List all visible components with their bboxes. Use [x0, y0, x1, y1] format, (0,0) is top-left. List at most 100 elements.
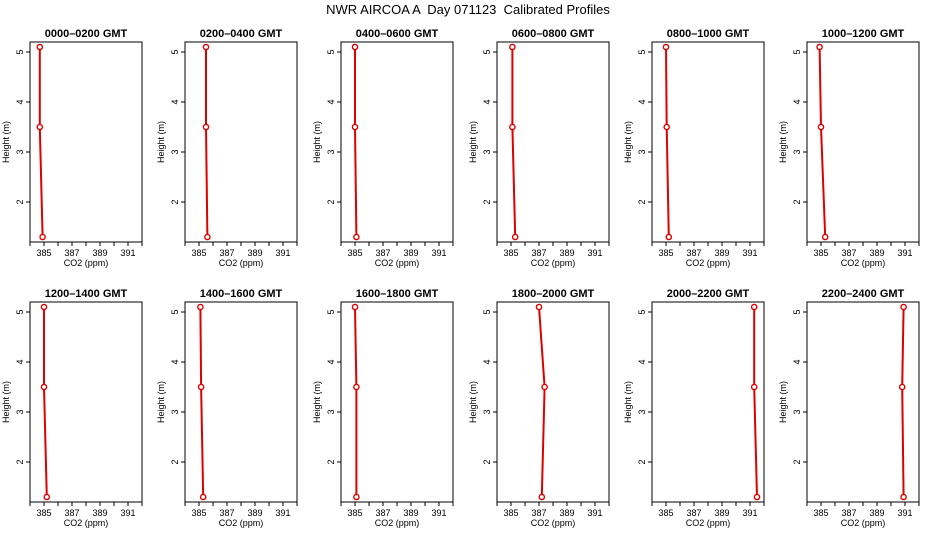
y-tick-label: 4: [326, 359, 336, 364]
y-tick-label: 4: [792, 99, 802, 104]
x-tick-label: 385: [191, 508, 206, 518]
y-tick-label: 3: [482, 149, 492, 154]
y-axis-label: Height (m): [312, 121, 322, 163]
x-tick-label: 385: [347, 508, 362, 518]
panel-title: 0000–0200 GMT: [45, 28, 128, 40]
y-tick-label: 4: [637, 99, 647, 104]
y-tick-label: 5: [482, 309, 492, 314]
y-tick-label: 4: [326, 99, 336, 104]
data-point: [541, 383, 548, 391]
panel-9: 1600–1800 GMT 385 387 389 391 2 3 4 5 CO2 (ppm) He…: [312, 288, 454, 528]
y-tick-label: 2: [637, 459, 647, 464]
panel-10: 1800–2000 GMT 385 387 389 391 2 3 4 5 CO2 (ppm) He…: [468, 288, 610, 528]
y-tick-label: 2: [326, 459, 336, 464]
x-tick-label: 391: [275, 248, 290, 258]
x-tick-label: 387: [375, 508, 390, 518]
y-tick-label: 3: [170, 409, 180, 414]
x-tick-label: 385: [503, 508, 518, 518]
x-tick-label: 385: [813, 248, 828, 258]
panel-title: 1600–1800 GMT: [356, 288, 439, 300]
x-tick-label: 391: [120, 248, 135, 258]
data-point: [509, 123, 516, 131]
data-point: [509, 43, 516, 51]
x-tick-label: 385: [36, 248, 51, 258]
x-tick-label: 387: [841, 508, 856, 518]
y-tick-label: 2: [15, 459, 25, 464]
panel-title: 0400–0600 GMT: [356, 28, 439, 40]
panel-5: 0800–1000 GMT 385 387 389 391 2 3 4 5 CO2 (ppm) He…: [623, 28, 765, 268]
y-axis-label: Height (m): [468, 121, 478, 163]
y-axis-label: Height (m): [1, 121, 11, 163]
data-point: [753, 493, 761, 501]
y-axis-label: Height (m): [623, 381, 633, 423]
y-tick-label: 5: [637, 49, 647, 54]
x-tick-label: 391: [120, 508, 135, 518]
y-tick-label: 5: [326, 49, 336, 54]
profile-line: [354, 306, 358, 497]
x-axis-label: CO2 (ppm): [64, 518, 109, 528]
x-tick-label: 389: [559, 248, 574, 258]
profile-line: [199, 306, 205, 498]
y-axis-label: Height (m): [156, 121, 166, 163]
y-tick-label: 2: [170, 199, 180, 204]
panel-6: 1000–1200 GMT 385 387 389 391 2 3 4 5 CO2 (ppm) He…: [778, 28, 920, 268]
x-tick-label: 385: [503, 248, 518, 258]
panel-4: 0600–0800 GMT 385 387 389 391 2 3 4 5 CO2 (ppm) He…: [468, 28, 610, 268]
y-tick-label: 2: [15, 199, 25, 204]
data-point: [43, 493, 51, 501]
x-tick-label: 387: [531, 248, 546, 258]
data-point: [36, 123, 44, 131]
data-point: [817, 123, 825, 131]
plot-frame: [496, 301, 610, 503]
panel-8: 1400–1600 GMT 385 387 389 391 2 3 4 5 CO2 (ppm) He…: [156, 288, 298, 528]
data-point: [535, 303, 543, 311]
panel-2: 0200–0400 GMT 385 387 389 391 2 3 4 5 CO2 (ppm) He…: [156, 28, 298, 268]
x-tick-label: 391: [897, 508, 912, 518]
data-point: [750, 383, 758, 391]
x-axis-label: CO2 (ppm): [219, 258, 264, 268]
data-point: [351, 303, 359, 311]
y-tick-label: 5: [637, 309, 647, 314]
plot-frame: [29, 41, 143, 243]
data-point: [202, 123, 210, 131]
x-tick-label: 389: [869, 248, 884, 258]
panel-11: 2000–2200 GMT 385 387 389 391 2 3 4 5 CO2 (ppm) He…: [623, 288, 765, 528]
data-point: [353, 493, 360, 501]
y-tick-label: 4: [637, 359, 647, 364]
y-tick-label: 2: [482, 459, 492, 464]
x-tick-label: 389: [92, 248, 107, 258]
panel-3: 0400–0600 GMT 385 387 389 391 2 3 4 5 CO2 (ppm) He…: [312, 28, 454, 268]
y-tick-label: 4: [482, 99, 492, 104]
x-tick-label: 385: [347, 248, 362, 258]
x-tick-label: 391: [431, 508, 446, 518]
y-tick-label: 2: [792, 459, 802, 464]
y-tick-label: 2: [170, 459, 180, 464]
x-tick-label: 391: [742, 508, 757, 518]
x-tick-label: 391: [431, 248, 446, 258]
x-tick-label: 387: [64, 248, 79, 258]
plot-frame: [184, 41, 298, 243]
y-tick-label: 5: [326, 309, 336, 314]
x-tick-label: 387: [686, 508, 701, 518]
profile-line: [205, 47, 209, 238]
y-axis-label: Height (m): [156, 381, 166, 423]
x-tick-label: 389: [559, 508, 574, 518]
x-tick-label: 387: [219, 508, 234, 518]
panel-title: 0600–0800 GMT: [512, 28, 595, 40]
x-tick-label: 391: [587, 508, 602, 518]
y-tick-label: 5: [792, 49, 802, 54]
data-point: [351, 43, 359, 51]
data-point: [199, 493, 207, 501]
x-tick-label: 385: [658, 508, 673, 518]
data-point: [202, 43, 210, 51]
y-tick-label: 5: [15, 309, 25, 314]
y-tick-label: 3: [326, 149, 336, 154]
data-point: [353, 233, 360, 241]
x-tick-label: 389: [869, 508, 884, 518]
y-axis-label: Height (m): [312, 381, 322, 423]
profile-line: [511, 47, 517, 238]
data-point: [197, 383, 205, 391]
y-tick-label: 4: [792, 359, 802, 364]
y-tick-label: 5: [792, 309, 802, 314]
